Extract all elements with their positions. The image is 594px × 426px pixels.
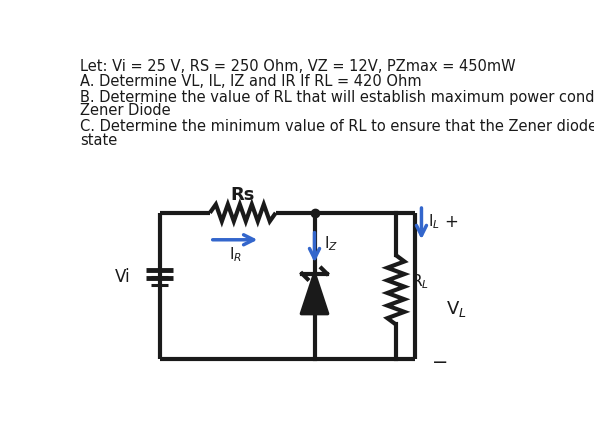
Text: Zener Diode: Zener Diode bbox=[80, 104, 171, 118]
Text: Vi: Vi bbox=[115, 268, 130, 286]
Text: B. Determine the value of RL that will establish maximum power conditions for th: B. Determine the value of RL that will e… bbox=[80, 89, 594, 105]
Text: A. Determine VL, IL, IZ and IR If RL = 420 Ohm: A. Determine VL, IL, IZ and IR If RL = 4… bbox=[80, 74, 422, 89]
Text: I$_Z$: I$_Z$ bbox=[324, 234, 338, 253]
Text: C. Determine the minimum value of RL to ensure that the Zener diode is in the “o: C. Determine the minimum value of RL to … bbox=[80, 119, 594, 134]
Text: +: + bbox=[445, 213, 459, 231]
Text: Rs: Rs bbox=[230, 186, 255, 204]
Text: I$_R$: I$_R$ bbox=[229, 245, 242, 264]
Text: Let: Vi = 25 V, RS = 250 Ohm, VZ = 12V, PZmax = 450mW: Let: Vi = 25 V, RS = 250 Ohm, VZ = 12V, … bbox=[80, 59, 516, 74]
Polygon shape bbox=[301, 273, 328, 314]
Text: R$_L$: R$_L$ bbox=[412, 273, 429, 291]
Text: −: − bbox=[432, 353, 448, 372]
Text: I$_L$: I$_L$ bbox=[428, 213, 440, 231]
Text: V$_L$: V$_L$ bbox=[446, 299, 467, 319]
Text: state: state bbox=[80, 133, 118, 148]
